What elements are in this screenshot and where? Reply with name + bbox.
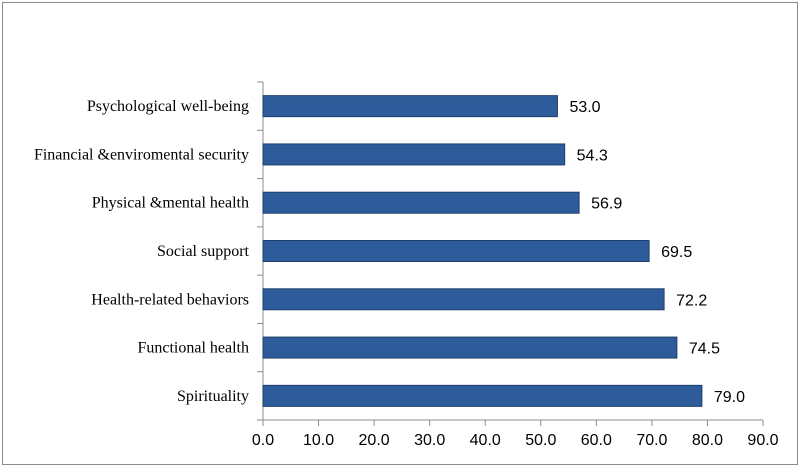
x-tick-label: 30.0 [414, 432, 445, 449]
category-label: Financial &enviromental security [34, 146, 249, 163]
bar [262, 240, 650, 262]
x-tick-labels: 0.0 10.0 20.0 30.0 40.0 50.0 60.0 70.0 80.0 90.0 [252, 432, 779, 449]
category-label: Spirituality [177, 388, 249, 405]
x-tick-label: 0.0 [252, 432, 274, 449]
y-axis-ticks [257, 81, 263, 421]
data-label: 56.9 [591, 196, 622, 213]
x-tick-label: 90.0 [747, 432, 778, 449]
x-tick-label: 80.0 [692, 432, 723, 449]
category-label: Health-related behaviors [91, 291, 249, 308]
category-label: Psychological well-being [87, 98, 249, 115]
x-tick-label: 60.0 [581, 432, 612, 449]
data-label: 79.0 [714, 389, 745, 406]
bars-group [262, 95, 703, 407]
bar [262, 143, 566, 166]
bar [262, 288, 665, 311]
x-tick-label: 70.0 [636, 432, 667, 449]
x-tick-label: 50.0 [525, 432, 556, 449]
data-label: 74.5 [689, 341, 720, 358]
x-axis-ticks [262, 420, 764, 426]
x-tick-label: 10.0 [303, 432, 334, 449]
bar [262, 384, 703, 407]
bar [262, 191, 580, 214]
data-labels: 53.0 54.3 56.9 69.5 72.2 74.5 79.0 [569, 99, 745, 406]
bar [262, 336, 678, 359]
x-tick-label: 40.0 [470, 432, 501, 449]
category-labels: Psychological well-being Financial &envir… [34, 98, 250, 405]
data-label: 54.3 [577, 147, 608, 164]
category-label: Functional health [137, 340, 249, 357]
category-label: Social support [157, 243, 250, 260]
category-label: Physical &mental health [92, 195, 249, 212]
bar [262, 95, 558, 118]
data-label: 53.0 [569, 99, 600, 116]
data-label: 72.2 [676, 292, 707, 309]
x-tick-label: 20.0 [359, 432, 390, 449]
data-label: 69.5 [661, 244, 692, 261]
